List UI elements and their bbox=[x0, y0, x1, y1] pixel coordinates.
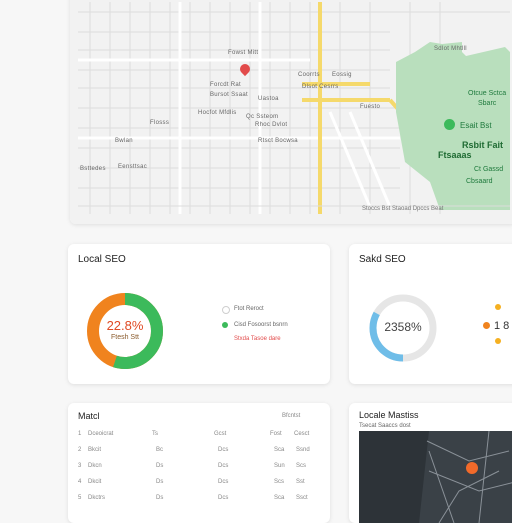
park-title: Rsbit Fait bbox=[462, 140, 504, 150]
street-label: Bwlan bbox=[115, 138, 133, 144]
park-sub-label: Otcue Sctca bbox=[468, 90, 507, 97]
table-cell: Fost bbox=[270, 431, 282, 437]
street-label: Dlsot Cesrrs bbox=[302, 84, 339, 90]
table-cell: 4 bbox=[78, 479, 82, 485]
street-label: Uastoa bbox=[258, 96, 279, 102]
street-label: Bsttedes bbox=[80, 166, 106, 172]
street-label: Forcdt Rat bbox=[210, 82, 242, 88]
table-cell: Bkcit bbox=[88, 447, 102, 453]
park-title: Ftsaaas bbox=[438, 150, 472, 160]
table-cell: Ds bbox=[156, 463, 164, 469]
table-cell: Dkctrs bbox=[88, 495, 105, 501]
status-dot bbox=[483, 322, 490, 329]
street-label: Hocfot Mfdlis bbox=[198, 110, 237, 116]
locale-metrics-card: Locale Mastiss Tsecat Saaccs dost bbox=[349, 403, 512, 523]
status-dot bbox=[495, 338, 501, 344]
table-cell: Ssnd bbox=[296, 447, 310, 453]
table-cell: Gcst bbox=[214, 431, 227, 437]
street-label: Fuesto bbox=[360, 104, 381, 110]
street-label: Qc Ssteom bbox=[246, 114, 279, 120]
table-cell: Cesct bbox=[294, 431, 310, 437]
table-cell: Dkcn bbox=[88, 463, 102, 469]
donut-subtext: Ftesh Stt bbox=[110, 334, 139, 341]
table-cell: Scs bbox=[274, 479, 285, 485]
donut-value: 22.8% bbox=[106, 318, 144, 333]
legend-label: Stxda Tasoe dare bbox=[234, 336, 281, 342]
street-label: Eensttsac bbox=[118, 164, 148, 170]
legend-label: Cisd Fosoorst bsnrn bbox=[234, 322, 288, 328]
card-title: Sakd SEO bbox=[359, 254, 406, 265]
ring-value: 2358% bbox=[384, 320, 422, 334]
table-cell: Ds bbox=[156, 479, 164, 485]
card-title: Matcl bbox=[78, 411, 100, 421]
map-footer-text: Stoccs Bst Staoad Dpccs Beat bbox=[362, 206, 444, 212]
street-label: Coorrts bbox=[298, 72, 320, 78]
card-subtitle: Tsecat Saaccs dost bbox=[359, 423, 411, 429]
legend-dot bbox=[222, 322, 228, 328]
legend-label: Ftot Reroct bbox=[234, 306, 264, 312]
legend-dot bbox=[222, 306, 230, 314]
street-label: Bursot Ssaat bbox=[210, 92, 248, 98]
satellite-map-canvas bbox=[359, 430, 512, 523]
street-label: Eossig bbox=[332, 72, 352, 78]
park-pin-label: Esait Bst bbox=[460, 121, 492, 130]
map-canvas[interactable] bbox=[70, 0, 512, 224]
search-seo-card: Sakd SEO 2358% 1 8 bbox=[349, 244, 512, 384]
table-cell: Dceoicrat bbox=[88, 431, 114, 437]
table-cell: Dkcit bbox=[88, 479, 102, 485]
street-label: Rhoc Dvlot bbox=[255, 122, 288, 128]
table-cell: Sun bbox=[274, 463, 285, 469]
table-cell: Dcs bbox=[218, 463, 229, 469]
table-cell: Sca bbox=[274, 495, 285, 501]
table-cell: Sca bbox=[274, 447, 285, 453]
local-seo-card: Local SEO 22.8% Ftesh Stt Ftot Reroct Ci… bbox=[68, 244, 330, 384]
status-dot bbox=[495, 304, 501, 310]
table-cell: Scs bbox=[296, 463, 307, 469]
street-label: Rtsct Bocwsa bbox=[258, 138, 298, 144]
street-label: Fowst Mitt bbox=[228, 50, 259, 56]
table-cell: Ds bbox=[156, 495, 164, 501]
park-sub-label: Cbsaard bbox=[466, 178, 493, 185]
table-cell: 3 bbox=[78, 463, 82, 469]
table-cell: Dcs bbox=[218, 447, 229, 453]
park-sub-label: Sbarc bbox=[478, 100, 497, 107]
table-cell: Ssct bbox=[296, 495, 308, 501]
table-cell: 5 bbox=[78, 495, 82, 501]
card-title: Locale Mastiss bbox=[359, 410, 419, 420]
metrics-table-card: Matcl Bfcntst 1 Dceoicrat Ts Gcst Fost C… bbox=[68, 403, 330, 523]
satellite-map[interactable] bbox=[359, 430, 512, 523]
card-title: Local SEO bbox=[78, 254, 126, 265]
table-cell: Dcs bbox=[218, 479, 229, 485]
table-cell: 2 bbox=[78, 447, 82, 453]
table-cell: Sst bbox=[296, 479, 305, 485]
street-label: Flosss bbox=[150, 120, 170, 126]
seo-donut-chart bbox=[87, 293, 163, 369]
table-header: Bfcntst bbox=[282, 413, 301, 419]
table-cell: 1 bbox=[78, 431, 82, 437]
seo-ring-chart bbox=[369, 294, 437, 362]
street-label: Sdlot Mhtlll bbox=[434, 46, 467, 52]
park-pin-icon[interactable] bbox=[444, 119, 455, 130]
table-cell: Ts bbox=[152, 431, 158, 437]
map-card: Fowst Mitt Coorrts Eossig Bursot Ssaat U… bbox=[70, 0, 512, 224]
table-cell: Dcs bbox=[218, 495, 229, 501]
park-sub-label: Ct Gassd bbox=[474, 166, 504, 173]
side-value: 1 8 bbox=[494, 320, 510, 332]
table-cell: Bc bbox=[156, 447, 164, 453]
